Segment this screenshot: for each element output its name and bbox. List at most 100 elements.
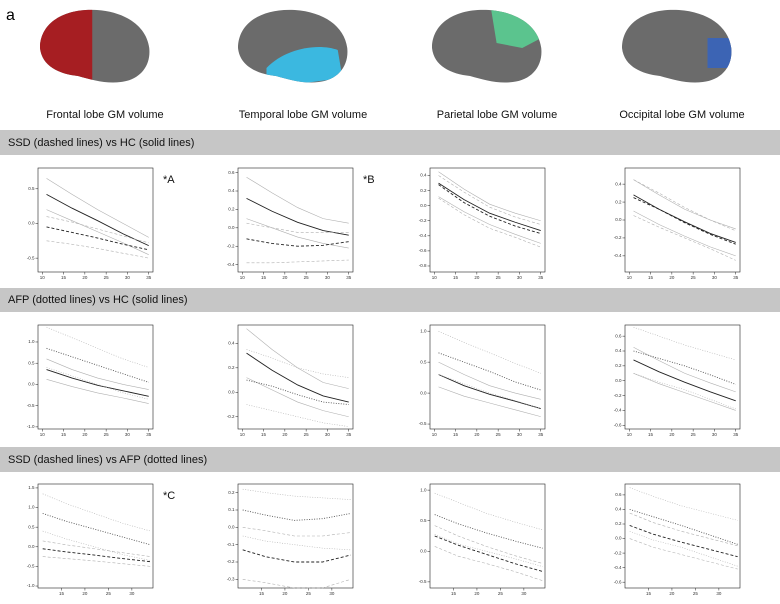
series-line	[629, 530, 738, 567]
y-tick-label: -0.5	[27, 255, 35, 260]
x-tick-label: 20	[669, 591, 675, 596]
series-line	[242, 549, 351, 563]
x-tick-label: 10	[240, 275, 246, 280]
series-line	[629, 512, 738, 547]
x-tick-label: 30	[125, 275, 131, 280]
series-line	[42, 513, 151, 546]
annotation: *B	[363, 174, 375, 186]
series-line	[633, 347, 736, 393]
y-tick-label: -0.2	[614, 550, 622, 555]
y-tick-label: 0.2	[615, 521, 622, 526]
column-header: Occipital lobe GM volume	[619, 109, 744, 121]
y-tick-label: -0.4	[614, 408, 622, 413]
series-line	[434, 525, 543, 564]
row-banner	[0, 447, 780, 472]
series-line	[246, 218, 349, 249]
y-tick-label: 0.6	[615, 492, 622, 497]
x-tick-label: 20	[669, 432, 675, 437]
plot-frame	[429, 167, 546, 273]
series-line	[246, 238, 349, 247]
x-tick-label: 30	[517, 432, 523, 437]
plot-frame	[237, 324, 354, 430]
y-tick-label: 0.2	[228, 207, 235, 212]
series-line	[633, 197, 736, 245]
y-tick-label: 0.5	[420, 359, 427, 364]
x-tick-label: 30	[329, 591, 335, 596]
x-tick-label: 25	[304, 275, 310, 280]
x-tick-label: 10	[40, 432, 46, 437]
plot-frame	[237, 483, 354, 589]
y-tick-label: -0.3	[227, 577, 235, 582]
series-line	[242, 527, 351, 537]
series-line	[438, 182, 541, 231]
x-tick-label: 35	[146, 432, 152, 437]
x-tick-label: 30	[125, 432, 131, 437]
x-tick-label: 35	[538, 275, 544, 280]
series-line	[633, 179, 736, 232]
series-line	[42, 548, 151, 563]
series-line	[438, 374, 541, 409]
series-line	[246, 352, 349, 403]
x-tick-label: 15	[61, 432, 67, 437]
x-tick-label: 25	[306, 591, 312, 596]
series-line	[633, 194, 736, 243]
series-line	[246, 222, 349, 233]
series-line	[42, 556, 151, 567]
series-line	[246, 377, 349, 418]
x-tick-label: 20	[282, 432, 288, 437]
series-line	[42, 493, 151, 532]
y-tick-label: -0.2	[227, 559, 235, 564]
x-tick-label: 20	[474, 275, 480, 280]
brain-temporal	[238, 9, 348, 83]
column-header: Parietal lobe GM volume	[437, 109, 557, 121]
x-tick-label: 15	[646, 591, 652, 596]
series-line	[438, 386, 541, 417]
plot-frame	[624, 324, 741, 430]
series-line	[438, 352, 541, 391]
plot-frame	[429, 483, 546, 589]
series-line	[246, 328, 349, 389]
x-tick-label: 20	[474, 432, 480, 437]
y-tick-label: 0.5	[28, 524, 35, 529]
y-tick-label: 0.2	[420, 188, 427, 193]
series-line	[242, 488, 351, 500]
series-line	[42, 530, 151, 561]
panel-label: a	[6, 7, 15, 24]
x-tick-label: 20	[82, 591, 88, 596]
y-tick-label: -0.2	[614, 393, 622, 398]
y-tick-label: -0.8	[419, 263, 427, 268]
series-line	[46, 369, 149, 397]
series-line	[246, 349, 349, 378]
series-line	[46, 209, 149, 255]
y-tick-label: 0.2	[228, 365, 235, 370]
series-line	[242, 535, 351, 551]
x-tick-label: 25	[106, 591, 112, 596]
x-tick-label: 35	[346, 432, 352, 437]
y-tick-label: 1.0	[28, 505, 35, 510]
y-tick-label: 1.5	[28, 485, 35, 490]
y-tick-label: -0.2	[227, 414, 235, 419]
series-line	[246, 404, 349, 427]
y-tick-label: 1.0	[420, 328, 427, 333]
series-line	[246, 259, 349, 264]
row-label: AFP (dotted lines) vs HC (solid lines)	[8, 294, 188, 306]
series-line	[46, 347, 149, 383]
x-tick-label: 35	[538, 432, 544, 437]
x-tick-label: 20	[82, 275, 88, 280]
y-tick-label: -0.6	[614, 579, 622, 584]
y-tick-label: 0.0	[615, 378, 622, 383]
y-tick-label: -0.4	[227, 262, 235, 267]
series-line	[633, 215, 736, 261]
x-tick-label: 25	[496, 432, 502, 437]
series-line	[46, 367, 149, 400]
series-line	[46, 240, 149, 259]
y-tick-label: -0.2	[419, 218, 427, 223]
x-tick-label: 20	[82, 432, 88, 437]
x-tick-label: 25	[304, 432, 310, 437]
series-line	[434, 533, 543, 567]
series-line	[438, 361, 541, 400]
series-line	[438, 175, 541, 225]
series-line	[46, 326, 149, 368]
x-tick-label: 20	[282, 591, 288, 596]
